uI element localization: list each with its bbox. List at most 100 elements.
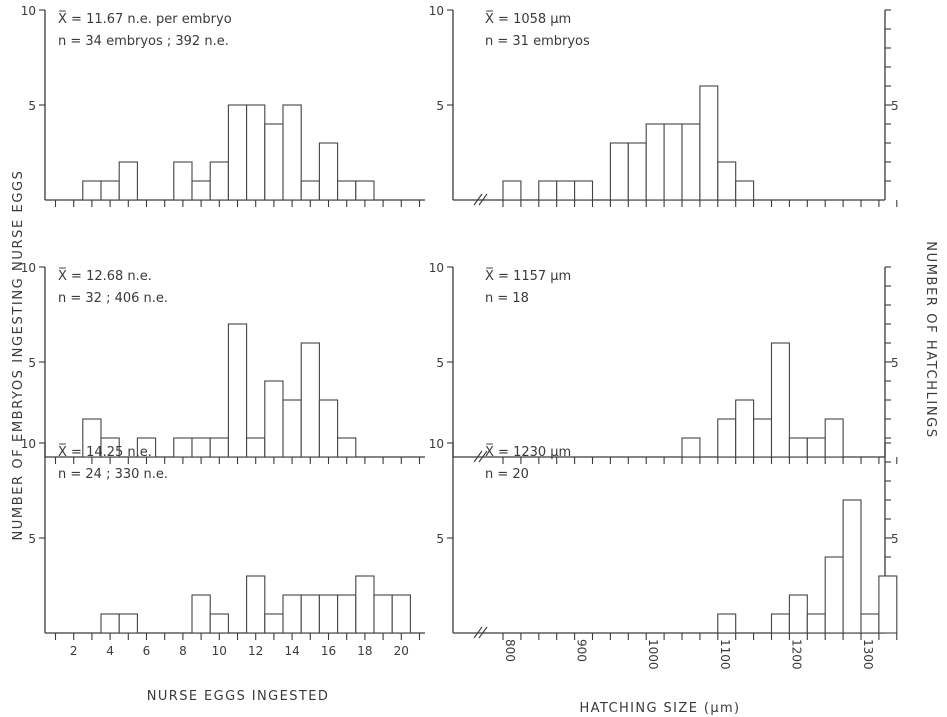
axis-break [473,626,483,639]
right-panel-2: 10 5 5 X̅ = 1157 µm n = 18 [429,261,899,464]
panel-mean-annotation: X̅ = 11.67 n.e. per embryo [58,11,232,27]
bar [118,613,138,634]
bar [788,437,808,458]
left-panel-3: 10 5 2 4 6 8 10 12 14 16 18 20 X̅ = 14.25 n.e. n = 24… [21,437,425,658]
x-tick-label: 6 [143,644,151,658]
panels: 10 5 X̅ = 11.67 n.e. per embryo n = 34 embr… [21,4,899,670]
bar [282,104,302,201]
bar [246,104,266,201]
x-tick-label: 900 [575,639,589,662]
right-y-tick-label: 5 [891,532,899,546]
bar [337,594,357,634]
bar [824,556,844,634]
right-x-axis-label: HATCHING SIZE (µm) [579,701,740,716]
bar [770,613,790,634]
x-tick-label: 20 [394,644,409,658]
bar [282,399,302,458]
bar [191,180,211,201]
bar [878,575,898,634]
bar [717,418,737,458]
bar [209,161,229,201]
left-panel-2: 10 5 X̅ = 12.68 n.e. n = 32 ; 406 n.e. [21,261,425,464]
bar [627,142,647,201]
bar [681,437,701,458]
x-tick-label: 10 [212,644,227,658]
x-tick-label: 16 [321,644,336,658]
axis-break [478,193,488,206]
panel-mean-annotation: X̅ = 12.68 n.e. [58,268,152,284]
panel-n-annotation: n = 18 [485,291,529,306]
bar [300,342,320,458]
x-tick-label: 12 [248,644,263,658]
bar [824,418,844,458]
bar [337,437,357,458]
y-tick-label: 10 [21,4,36,18]
bar [300,594,320,634]
bar [227,323,248,458]
x-tick-label: 1300 [861,639,875,670]
bar [842,499,862,634]
x-tick-label: 800 [503,639,517,662]
bar [191,594,211,634]
bar [300,180,320,201]
bar [574,180,594,201]
bar [318,399,339,458]
bar [264,380,284,458]
bar [806,613,826,634]
bar [753,418,773,458]
panel-n-annotation: n = 24 ; 330 n.e. [58,467,168,482]
y-tick-label: 5 [436,356,444,370]
bar [391,594,411,634]
y-tick-label: 10 [21,437,36,451]
bar [645,123,665,201]
left-panel-1: 10 5 X̅ = 11.67 n.e. per embryo n = 34 embr… [21,4,425,207]
panel-mean-annotation: X̅ = 14.25 n.e. [58,444,152,460]
panel-n-annotation: n = 34 embryos ; 392 n.e. [58,34,229,49]
right-y-tick-label: 5 [891,356,899,370]
y-tick-label: 10 [21,261,36,275]
bar [717,613,737,634]
bar [609,142,629,201]
bar [209,613,229,634]
x-tick-label: 2 [70,644,78,658]
bar [264,613,284,634]
bar [136,437,157,458]
panel-mean-annotation: X̅ = 1157 µm [485,268,571,284]
x-tick-label: 8 [179,644,187,658]
bar [173,161,193,201]
y-tick-label: 5 [436,532,444,546]
bar [556,180,576,201]
right-panel-1: 10 5 5 X̅ = 1058 µm n = 31 embryos [429,4,899,207]
bar [209,437,229,458]
panel-mean-annotation: X̅ = 1230 µm [485,444,571,460]
bar [318,594,339,634]
bar [538,180,558,201]
x-tick-label: 1200 [789,639,803,670]
bar [355,180,375,201]
bar [770,342,790,458]
x-tick-label: 1100 [718,639,732,670]
axis-break [478,450,488,463]
bar [173,437,193,458]
axis-break [473,450,483,463]
bar [264,123,284,201]
y-tick-label: 10 [429,4,444,18]
y-tick-label: 5 [28,532,36,546]
bar [663,123,683,201]
bar [717,161,737,201]
y-tick-label: 10 [429,261,444,275]
bar [246,575,266,634]
bar [100,180,120,201]
right-axis-label: NUMBER OF HATCHLINGS [923,241,938,438]
axis-break [473,193,483,206]
y-tick-label: 10 [429,437,444,451]
bar [82,180,102,201]
bar [355,575,375,634]
bar [246,437,266,458]
left-axis-label: NUMBER OF EMBRYOS INGESTING NURSE EGGS [11,169,26,540]
bar [788,594,808,634]
bar [191,437,211,458]
bar [735,180,755,201]
x-tick-label: 1000 [646,639,660,670]
